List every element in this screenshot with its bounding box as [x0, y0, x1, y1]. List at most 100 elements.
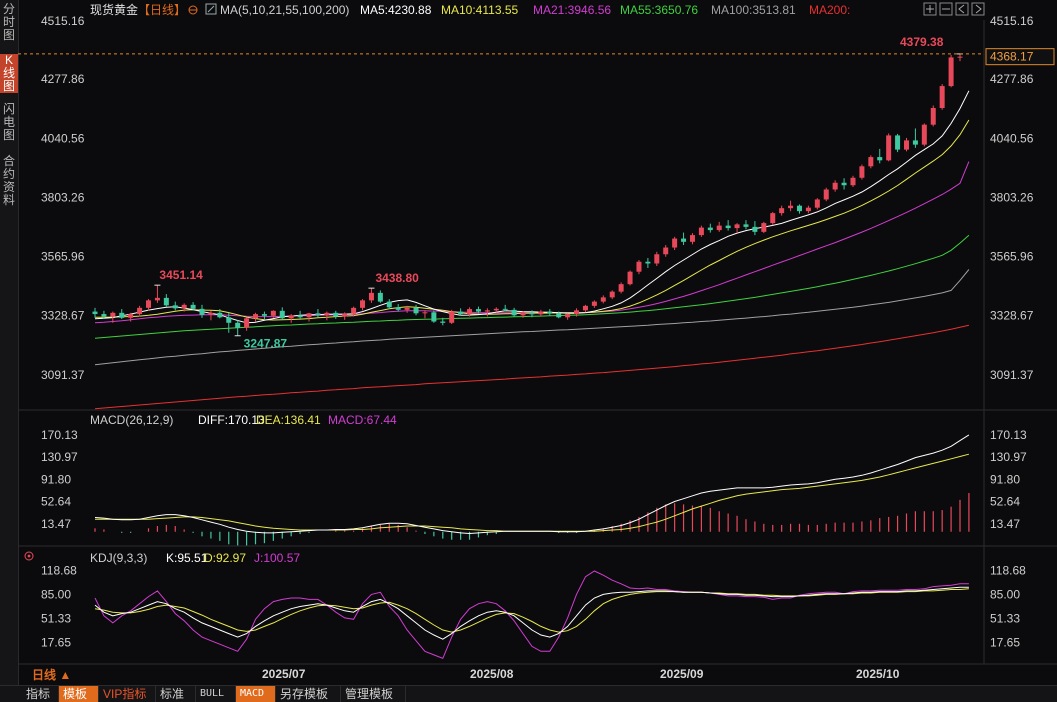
candle-body	[458, 311, 464, 315]
candle-body	[306, 313, 312, 318]
macd-dea-value: DEA:136.41	[256, 413, 321, 427]
candle-body	[698, 227, 704, 236]
kdj-plot	[94, 570, 969, 660]
candle-body	[261, 314, 267, 316]
candle-body	[734, 224, 740, 229]
kdj-d-value: D:92.97	[204, 551, 246, 565]
shrink-icon[interactable]	[939, 2, 953, 16]
candle-body	[681, 238, 687, 242]
candle-body	[895, 135, 901, 150]
kdj-tick-label-left: 17.65	[41, 635, 71, 649]
date-tick-label: 2025/08	[470, 667, 514, 681]
candle-body	[92, 311, 98, 315]
kdj-tick-label-right: 17.65	[990, 635, 1020, 649]
candle-body	[609, 291, 615, 298]
period-label: 【日线】	[138, 3, 186, 17]
macd-caption: MACD(26,12,9)	[90, 413, 173, 427]
candle-body	[547, 311, 553, 314]
candle-body	[779, 208, 785, 214]
kline-chart[interactable]: 现货黄金 【日线】 MA(5,10,21,55,100,200) MA5:423…	[18, 0, 1057, 685]
tab-intraday[interactable]: 分时图	[2, 2, 15, 42]
ma-settings-icon[interactable]	[205, 3, 217, 15]
candle-body	[297, 315, 303, 318]
candle-body	[235, 322, 241, 328]
candle-body	[137, 307, 143, 315]
candle-body	[368, 292, 374, 301]
tab-vip-indicators[interactable]: VIP指标	[99, 686, 156, 702]
price-tick-label-right: 4515.16	[990, 14, 1034, 28]
candle-body	[939, 86, 945, 108]
candle-body	[868, 157, 874, 167]
ma10-value: MA10:4113.55	[441, 3, 518, 17]
ma-caption: MA(5,10,21,55,100,200)	[220, 3, 349, 17]
left-arrow-icon[interactable]	[955, 2, 969, 16]
kdj-settings-icon[interactable]	[24, 551, 34, 561]
candle-body	[636, 261, 642, 272]
tab-kline[interactable]: K线图	[0, 54, 18, 93]
tab-contract-info[interactable]: 合约资料	[2, 154, 15, 207]
candle-body	[163, 297, 169, 306]
macd-tick-label-left: 91.80	[41, 472, 71, 486]
candle-body	[502, 308, 508, 310]
candle-body	[351, 307, 357, 314]
candle-body	[654, 254, 660, 264]
macd-tick-label-right: 91.80	[990, 472, 1020, 486]
tab-manage-templates[interactable]: 管理模板	[341, 686, 406, 702]
expand-icon[interactable]	[923, 2, 937, 16]
tab-standard[interactable]: 标准	[156, 686, 196, 702]
add-indicator-icon[interactable]	[188, 5, 198, 15]
high2-label: 3438.80	[375, 271, 419, 285]
candle-body	[253, 314, 259, 319]
candle-body	[360, 300, 366, 308]
max-price-label: 4379.38	[900, 35, 944, 49]
candle-body	[752, 226, 758, 232]
tab-macd[interactable]: MACD	[236, 686, 276, 702]
ma100-line	[94, 269, 970, 366]
tab-indicators[interactable]: 指标	[22, 686, 59, 702]
price-axis: 4515.16 4515.16 4277.86 4277.86 4040.56 4040.…	[41, 14, 1034, 382]
candle-body	[288, 315, 294, 319]
kdj-d-line	[94, 588, 969, 633]
candle-body	[172, 305, 178, 309]
period-footer[interactable]: 日线 ▲	[32, 667, 71, 682]
tab-bull[interactable]: BULL	[196, 686, 236, 702]
tab-templates[interactable]: 模板	[59, 686, 99, 702]
candle-body	[600, 297, 606, 302]
macd-diff-value: DIFF:170.13	[198, 413, 265, 427]
kdj-tick-label-right: 85.00	[990, 587, 1020, 601]
candle-body	[449, 311, 455, 323]
price-tick-label-left: 4040.56	[41, 131, 85, 145]
date-tick-label: 2025/10	[856, 667, 900, 681]
candle-body	[805, 207, 811, 212]
right-arrow-icon[interactable]	[971, 2, 985, 16]
macd-diff-line	[94, 434, 970, 535]
price-tick-label-right: 4277.86	[990, 72, 1034, 86]
candle-body	[832, 182, 838, 190]
candle-body	[814, 199, 820, 208]
kdj-j-line	[94, 570, 969, 660]
candle-body	[556, 313, 562, 318]
candle-body	[181, 304, 187, 309]
macd-tick-label-right: 130.97	[990, 450, 1027, 464]
price-tick-label-left: 3565.96	[41, 250, 85, 264]
ma-lines	[94, 90, 970, 410]
ma5-line	[94, 90, 970, 324]
candle-body	[930, 107, 936, 125]
ma55-value: MA55:3650.76	[620, 3, 698, 17]
ma5-value: MA5:4230.88	[360, 3, 432, 17]
price-tick-label-left: 3328.67	[41, 309, 85, 323]
candle-body	[208, 312, 214, 315]
kdj-tick-label-left: 118.68	[41, 563, 77, 577]
candle-body	[190, 304, 196, 309]
candle-body	[475, 309, 481, 312]
candle-body	[903, 140, 909, 150]
macd-tick-label-left: 170.13	[41, 428, 78, 442]
candle-body	[591, 301, 597, 306]
kdj-tick-label-right: 118.68	[990, 563, 1026, 577]
candle-body	[761, 223, 767, 232]
tab-flash[interactable]: 闪电图	[2, 102, 15, 142]
candle-body	[618, 284, 624, 292]
tab-save-template[interactable]: 另存模板	[276, 686, 341, 702]
candle-body	[404, 307, 410, 310]
ma100-value: MA100:3513.81	[711, 3, 796, 17]
